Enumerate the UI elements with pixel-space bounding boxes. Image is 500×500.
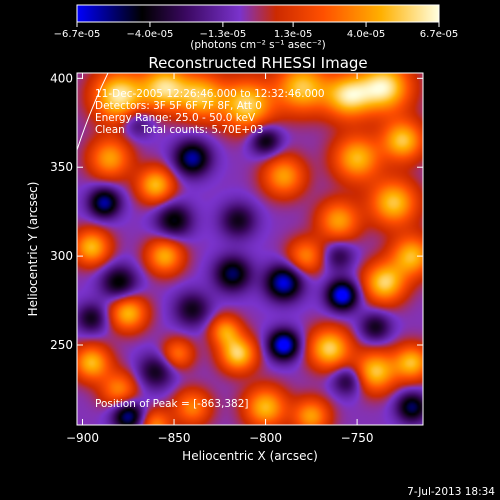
heatmap-image [77,73,423,425]
plot-frame [76,72,424,426]
annotation-clean: Clean Total counts: 5.70E+03 [95,124,264,136]
y-axis-label: Heliocentric Y (arcsec) [26,182,40,317]
timestamp: 7-Jul-2013 18:34 [407,486,495,498]
solar-limb [77,73,109,151]
colorbar-tick-label: 6.7e-05 [420,29,458,40]
x-axis: −900 −850 −800 −750 [66,73,374,445]
x-tick-label: −750 [341,431,374,445]
y-tick-label: 350 [50,160,73,174]
x-axis-label: Heliocentric X (arcsec) [182,449,318,463]
colorbar-tick-label: 1.3e-05 [274,29,312,40]
annotation-time-range: 11-Dec-2005 12:26:46.000 to 12:32:46.000 [95,88,325,100]
colorbar-tick-label: −1.3e-05 [199,29,246,40]
colorbar-tick-label: 4.0e-05 [347,29,385,40]
annotation-energy: Energy Range: 25.0 - 50.0 keV [95,112,256,124]
colorbar-units: (photons cm⁻² s⁻¹ asec⁻²) [190,39,325,51]
chart-title: Reconstructed RHESSI Image [148,54,367,72]
y-axis: 250 300 350 400 [50,71,423,352]
colorbar-tick-label: −6.7e-05 [54,29,101,40]
y-tick-label: 400 [50,71,73,85]
annotation-detectors: Detectors: 3F 5F 6F 7F 8F, Att 0 [95,100,262,112]
colorbar-ticks: −6.7e-05 −4.0e-05 −1.3e-05 1.3e-05 4.0e-05 6.… [54,22,458,40]
colorbar [76,4,440,23]
annotation-peak-position: Position of Peak = [-863,382] [95,398,249,410]
x-tick-label: −900 [66,431,99,445]
y-tick-label: 250 [50,338,73,352]
colorbar-tick-label: −4.0e-05 [127,29,174,40]
x-tick-label: −800 [249,431,282,445]
y-tick-label: 300 [50,249,73,263]
x-tick-label: −850 [158,431,191,445]
